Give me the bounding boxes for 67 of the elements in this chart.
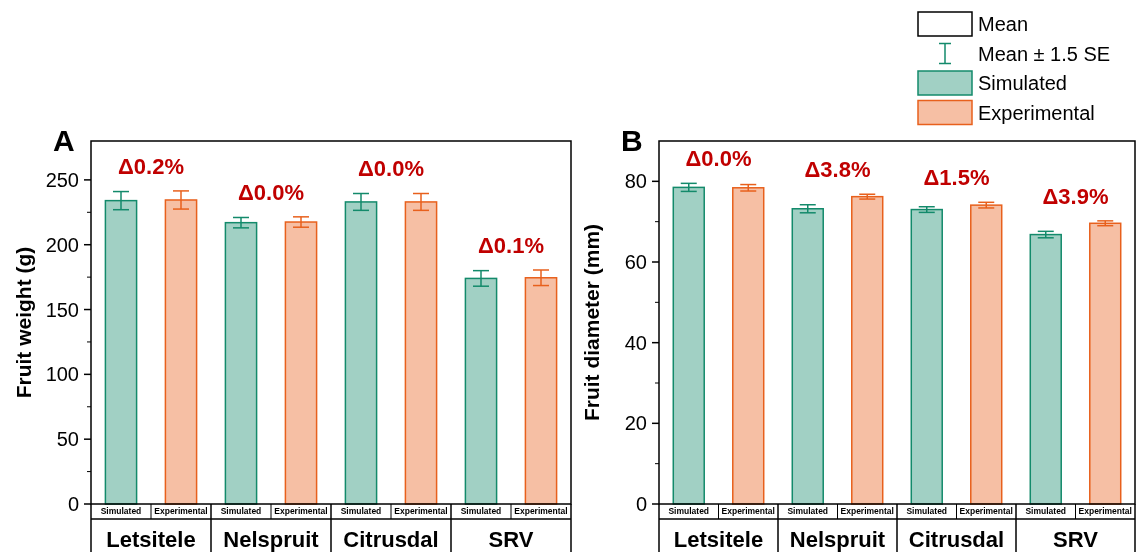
legend-label: Simulated <box>978 72 1067 94</box>
bar <box>910 208 943 505</box>
bar <box>672 186 705 505</box>
chart-title: B <box>621 124 643 157</box>
bar <box>404 201 438 505</box>
bar <box>732 187 765 505</box>
series-label: Simulated <box>220 506 262 517</box>
annotation: Δ1.5% <box>923 165 990 191</box>
y-axis-title: Fruit weight (g) <box>12 246 35 399</box>
text: Experimental <box>840 506 894 517</box>
annotation: Δ0.0% <box>685 146 752 172</box>
text: Simulated <box>668 506 710 517</box>
x-tick-label: Letsitele <box>106 526 196 552</box>
bar <box>104 199 138 505</box>
chart-title: A <box>53 124 75 157</box>
bar <box>224 221 258 505</box>
annotation: Δ0.0% <box>358 156 424 182</box>
x-tick-label: Nelspruit <box>223 526 320 552</box>
text: Mean ± 1.5 SE <box>978 42 1111 65</box>
bar <box>791 208 824 505</box>
y-tick-label: 80 <box>624 170 647 193</box>
bar <box>1089 222 1122 505</box>
annotation: Δ3.8% <box>804 156 871 182</box>
text: Experimental <box>514 506 568 517</box>
y-tick-label: 20 <box>624 412 647 435</box>
annotation: Δ3.9% <box>1042 183 1109 209</box>
y-tick-label: 100 <box>45 363 79 386</box>
bar <box>851 195 884 505</box>
annotation: Δ0.1% <box>478 232 544 258</box>
bar <box>344 201 378 505</box>
x-tick-label: SRV <box>1053 526 1099 552</box>
text: Simulated <box>787 506 829 517</box>
bar <box>164 199 198 505</box>
bar <box>1029 233 1062 505</box>
y-tick-label: 200 <box>45 233 79 256</box>
bar <box>970 204 1003 505</box>
bar <box>524 277 558 505</box>
y-tick-label: 0 <box>635 493 647 515</box>
x-tick-label: Letsitele <box>673 526 764 552</box>
bar <box>284 221 318 505</box>
y-axis-title: Fruit diameter (mm) <box>580 223 603 422</box>
annotation: Δ0.0% <box>238 179 304 205</box>
text: Simulated <box>340 506 382 517</box>
y-tick-label: 50 <box>56 428 79 451</box>
text: Simulated <box>100 506 142 517</box>
x-tick-label: Citrusdal <box>908 526 1005 552</box>
text: Simulated <box>1025 506 1067 517</box>
bar <box>464 277 498 505</box>
text: Experimental <box>1078 506 1132 517</box>
text: Experimental <box>721 506 775 517</box>
y-tick-label: 250 <box>45 168 79 191</box>
text: Experimental <box>394 506 448 517</box>
y-tick-label: 150 <box>45 298 79 321</box>
y-tick-label: 40 <box>624 331 647 354</box>
text: Simulated <box>460 506 502 517</box>
text: Experimental <box>274 506 328 517</box>
y-tick-label: 60 <box>624 251 647 273</box>
text: Simulated <box>906 506 948 517</box>
annotation: Δ0.2% <box>118 153 184 179</box>
x-tick-label: Citrusdal <box>343 526 439 552</box>
text: Experimental <box>959 506 1013 517</box>
series-label: Experimental <box>154 506 208 517</box>
text: Mean <box>978 13 1029 35</box>
legend-label: Experimental <box>978 101 1095 124</box>
x-tick-label: SRV <box>488 526 534 552</box>
y-tick-label: 0 <box>67 493 79 515</box>
x-tick-label: Nelspruit <box>789 526 886 552</box>
